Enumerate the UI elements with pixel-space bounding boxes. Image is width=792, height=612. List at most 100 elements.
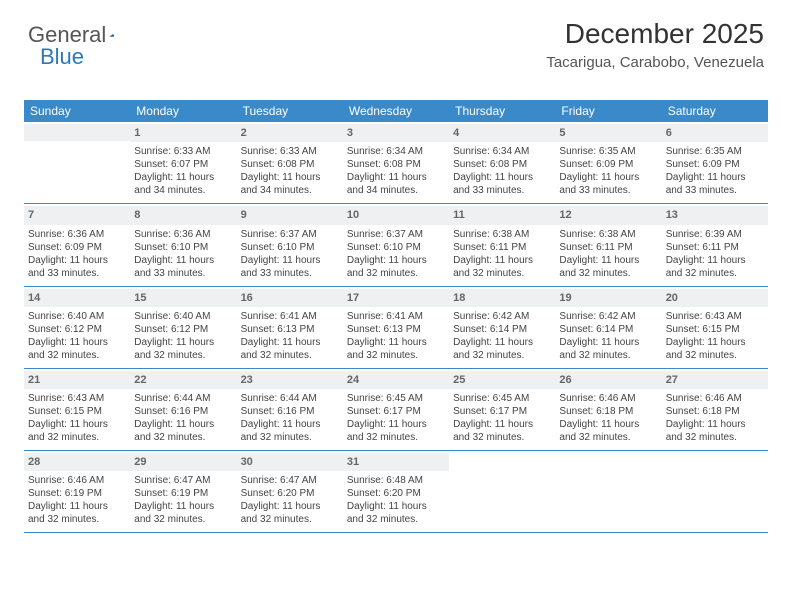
day-cell: 6Sunrise: 6:35 AMSunset: 6:09 PMDaylight… — [662, 122, 768, 203]
day-number: 21 — [24, 371, 130, 389]
day-day2: and 32 minutes. — [559, 349, 657, 362]
day-number: 30 — [237, 453, 343, 471]
day-number: 16 — [237, 289, 343, 307]
day-number: 26 — [555, 371, 661, 389]
day-sunset: Sunset: 6:15 PM — [666, 323, 764, 336]
day-number: 9 — [237, 206, 343, 224]
day-sunset: Sunset: 6:10 PM — [347, 241, 445, 254]
day-day1: Daylight: 11 hours — [453, 418, 551, 431]
day-number: 7 — [24, 206, 130, 224]
day-number: 20 — [662, 289, 768, 307]
day-sunset: Sunset: 6:11 PM — [666, 241, 764, 254]
day-day2: and 32 minutes. — [28, 513, 126, 526]
week-row: 21Sunrise: 6:43 AMSunset: 6:15 PMDayligh… — [24, 369, 768, 451]
day-cell: 3Sunrise: 6:34 AMSunset: 6:08 PMDaylight… — [343, 122, 449, 203]
day-cell: 19Sunrise: 6:42 AMSunset: 6:14 PMDayligh… — [555, 287, 661, 368]
day-cell: 20Sunrise: 6:43 AMSunset: 6:15 PMDayligh… — [662, 287, 768, 368]
day-day2: and 32 minutes. — [347, 513, 445, 526]
day-sunrise: Sunrise: 6:43 AM — [28, 392, 126, 405]
day-sunrise: Sunrise: 6:38 AM — [559, 228, 657, 241]
day-sunset: Sunset: 6:17 PM — [453, 405, 551, 418]
day-day1: Daylight: 11 hours — [559, 336, 657, 349]
day-day2: and 32 minutes. — [134, 513, 232, 526]
day-sunset: Sunset: 6:09 PM — [666, 158, 764, 171]
day-cell: 9Sunrise: 6:37 AMSunset: 6:10 PMDaylight… — [237, 204, 343, 285]
day-day2: and 32 minutes. — [134, 431, 232, 444]
day-sunset: Sunset: 6:20 PM — [347, 487, 445, 500]
day-day2: and 32 minutes. — [453, 431, 551, 444]
day-sunrise: Sunrise: 6:37 AM — [347, 228, 445, 241]
day-day1: Daylight: 11 hours — [453, 336, 551, 349]
day-sunrise: Sunrise: 6:46 AM — [559, 392, 657, 405]
day-day1: Daylight: 11 hours — [134, 171, 232, 184]
day-sunrise: Sunrise: 6:47 AM — [134, 474, 232, 487]
day-number: 6 — [662, 124, 768, 142]
weekday-header-row: SundayMondayTuesdayWednesdayThursdayFrid… — [24, 100, 768, 122]
day-sunset: Sunset: 6:17 PM — [347, 405, 445, 418]
day-sunset: Sunset: 6:10 PM — [241, 241, 339, 254]
day-number: 23 — [237, 371, 343, 389]
day-day2: and 33 minutes. — [666, 184, 764, 197]
day-day2: and 34 minutes. — [241, 184, 339, 197]
day-cell: 15Sunrise: 6:40 AMSunset: 6:12 PMDayligh… — [130, 287, 236, 368]
day-cell: 30Sunrise: 6:47 AMSunset: 6:20 PMDayligh… — [237, 451, 343, 532]
week-row: 7Sunrise: 6:36 AMSunset: 6:09 PMDaylight… — [24, 204, 768, 286]
day-day1: Daylight: 11 hours — [559, 418, 657, 431]
day-cell: 22Sunrise: 6:44 AMSunset: 6:16 PMDayligh… — [130, 369, 236, 450]
day-cell: 7Sunrise: 6:36 AMSunset: 6:09 PMDaylight… — [24, 204, 130, 285]
day-cell: 25Sunrise: 6:45 AMSunset: 6:17 PMDayligh… — [449, 369, 555, 450]
day-sunrise: Sunrise: 6:33 AM — [241, 145, 339, 158]
day-number: 22 — [130, 371, 236, 389]
day-cell: 14Sunrise: 6:40 AMSunset: 6:12 PMDayligh… — [24, 287, 130, 368]
day-day2: and 32 minutes. — [347, 267, 445, 280]
day-day1: Daylight: 11 hours — [666, 418, 764, 431]
day-sunset: Sunset: 6:14 PM — [559, 323, 657, 336]
day-day1: Daylight: 11 hours — [134, 336, 232, 349]
day-day1: Daylight: 11 hours — [241, 254, 339, 267]
day-number: 2 — [237, 124, 343, 142]
logo-text-2-wrap: Blue — [40, 44, 84, 70]
day-sunrise: Sunrise: 6:38 AM — [453, 228, 551, 241]
day-day2: and 33 minutes. — [559, 184, 657, 197]
day-sunrise: Sunrise: 6:43 AM — [666, 310, 764, 323]
day-number: 29 — [130, 453, 236, 471]
day-day2: and 34 minutes. — [134, 184, 232, 197]
day-day1: Daylight: 11 hours — [241, 500, 339, 513]
day-day1: Daylight: 11 hours — [347, 254, 445, 267]
day-number: 5 — [555, 124, 661, 142]
day-day1: Daylight: 11 hours — [453, 254, 551, 267]
day-day1: Daylight: 11 hours — [28, 254, 126, 267]
day-day2: and 32 minutes. — [559, 431, 657, 444]
day-cell: 11 Sunrise: 6:38 AMSunset: 6:11 PMDayligh… — [449, 204, 555, 285]
day-cell: 28Sunrise: 6:46 AMSunset: 6:19 PMDayligh… — [24, 451, 130, 532]
day-cell-empty — [662, 451, 768, 532]
day-day1: Daylight: 11 hours — [241, 336, 339, 349]
day-day2: and 32 minutes. — [559, 267, 657, 280]
day-sunrise: Sunrise: 6:42 AM — [453, 310, 551, 323]
month-title: December 2025 — [546, 18, 764, 50]
day-sunrise: Sunrise: 6:35 AM — [559, 145, 657, 158]
week-row: 14Sunrise: 6:40 AMSunset: 6:12 PMDayligh… — [24, 287, 768, 369]
day-cell: 2 Sunrise: 6:33 AMSunset: 6:08 PMDaylight… — [237, 122, 343, 203]
day-sunset: Sunset: 6:11 PM — [559, 241, 657, 254]
day-cell-empty — [555, 451, 661, 532]
day-day1: Daylight: 11 hours — [241, 171, 339, 184]
day-cell: 18Sunrise: 6:42 AMSunset: 6:14 PMDayligh… — [449, 287, 555, 368]
day-number: 3 — [343, 124, 449, 142]
day-cell: 8Sunrise: 6:36 AMSunset: 6:10 PMDaylight… — [130, 204, 236, 285]
day-sunset: Sunset: 6:16 PM — [241, 405, 339, 418]
day-number: 31 — [343, 453, 449, 471]
day-number: 11 — [449, 206, 555, 224]
day-sunset: Sunset: 6:14 PM — [453, 323, 551, 336]
day-cell: 13Sunrise: 6:39 AMSunset: 6:11 PMDayligh… — [662, 204, 768, 285]
day-number: 4 — [449, 124, 555, 142]
day-sunset: Sunset: 6:13 PM — [241, 323, 339, 336]
day-sunset: Sunset: 6:08 PM — [241, 158, 339, 171]
day-day2: and 32 minutes. — [347, 349, 445, 362]
day-sunset: Sunset: 6:16 PM — [134, 405, 232, 418]
day-day2: and 33 minutes. — [134, 267, 232, 280]
day-sunset: Sunset: 6:11 PM — [453, 241, 551, 254]
day-day2: and 32 minutes. — [666, 267, 764, 280]
day-number: 10 — [343, 206, 449, 224]
day-number: 28 — [24, 453, 130, 471]
